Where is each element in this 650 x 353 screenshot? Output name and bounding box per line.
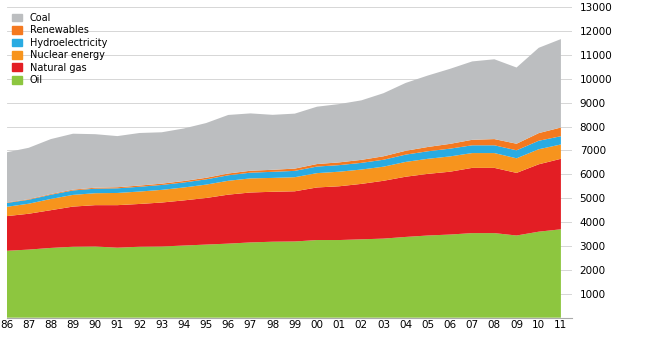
Legend: Coal, Renewables, Hydroelectricity, Nuclear energy, Natural gas, Oil: Coal, Renewables, Hydroelectricity, Nucl… <box>11 12 108 86</box>
